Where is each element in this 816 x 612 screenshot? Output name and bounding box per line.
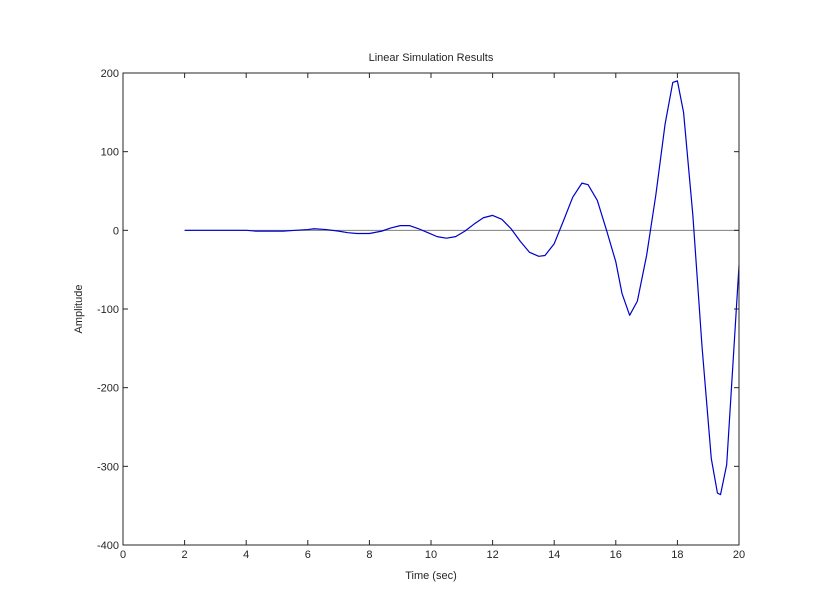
- x-tick-label: 2: [182, 549, 188, 561]
- series-layer: [184, 80, 740, 496]
- x-tick-label: 6: [305, 549, 311, 561]
- axes-layer: 0 2 4 6 8 10 12 14 16 18 20 -400 -300 -200 -100 0 100 200: [97, 68, 745, 561]
- y-tick-label: 200: [101, 68, 119, 80]
- chart-title: Linear Simulation Results: [369, 52, 494, 64]
- plot-area: [123, 73, 739, 545]
- x-axis-label: Time (sec): [405, 570, 457, 582]
- x-tick-label: 20: [733, 549, 745, 561]
- y-tick-label: -200: [97, 383, 119, 395]
- y-axis-label: Amplitude: [73, 285, 85, 334]
- x-tick-label: 14: [548, 549, 560, 561]
- y-tick-label: 0: [113, 225, 119, 237]
- x-tick-label: 10: [425, 549, 437, 561]
- x-tick-label: 12: [486, 549, 498, 561]
- y-tick-label: 100: [101, 147, 119, 159]
- y-tick-label: -400: [97, 540, 119, 552]
- x-tick-label: 18: [671, 549, 683, 561]
- x-tick-label: 8: [366, 549, 372, 561]
- y-tick-label: -100: [97, 304, 119, 316]
- x-tick-label: 16: [610, 549, 622, 561]
- y-tick-label: -300: [97, 461, 119, 473]
- x-tick-label: 4: [243, 549, 249, 561]
- x-tick-label: 0: [120, 549, 126, 561]
- response-line: [184, 80, 740, 496]
